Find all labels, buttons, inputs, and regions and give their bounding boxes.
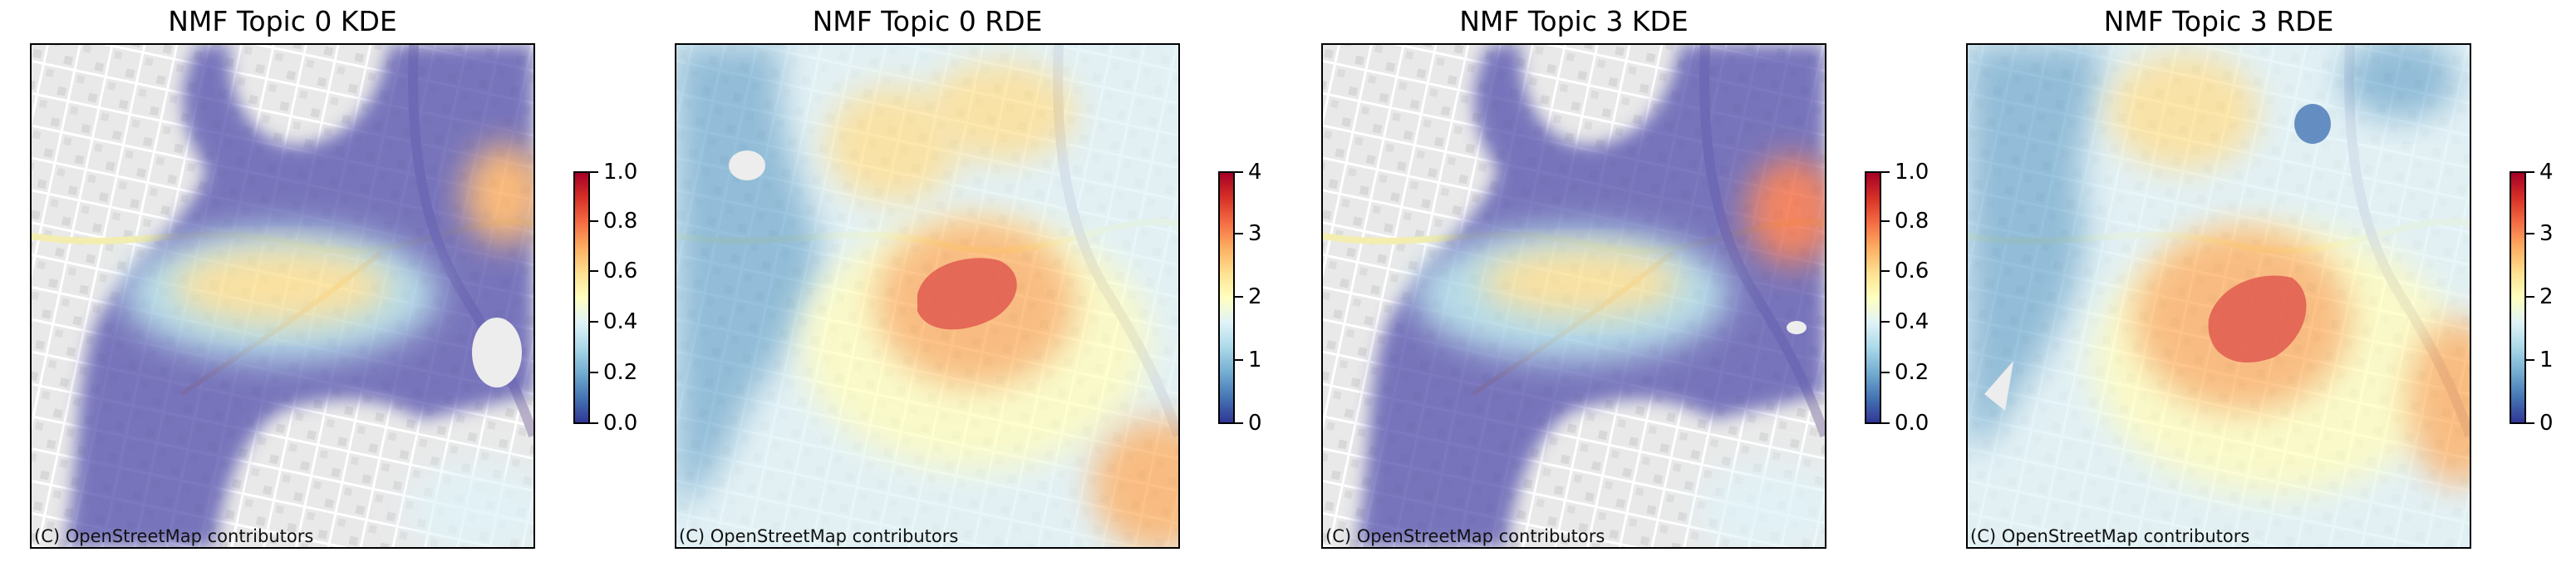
density-low bbox=[676, 45, 821, 510]
panel-title: NMF Topic 3 KDE bbox=[1459, 5, 1689, 37]
density-mid bbox=[826, 86, 959, 203]
colorbar-tick-label: 4 bbox=[2539, 160, 2554, 185]
map-attribution: (C) OpenStreetMap contributors bbox=[34, 526, 314, 546]
density-mid bbox=[926, 62, 1075, 161]
density-mid bbox=[1697, 461, 1825, 547]
colorbar-tick bbox=[2526, 233, 2534, 234]
map-panel-2: NMF Topic 0 RDE (C) OpenStreetMap contri… bbox=[645, 0, 1276, 582]
colorbar-tick-label: 0.2 bbox=[1895, 360, 1930, 385]
colorbar-tick bbox=[1235, 171, 1243, 173]
colorbar-tick bbox=[1881, 422, 1890, 424]
colorbar-tick bbox=[590, 321, 598, 323]
colorbar-tick-label: 0.4 bbox=[1895, 309, 1930, 334]
panel-title: NMF Topic 0 KDE bbox=[168, 5, 397, 37]
density-mid bbox=[406, 461, 533, 547]
colorbar-tick bbox=[2526, 359, 2534, 361]
colorbar-tick-label: 0.8 bbox=[1895, 209, 1930, 234]
colorbar-tick bbox=[1235, 233, 1243, 234]
uncovered-area bbox=[729, 150, 765, 180]
colorbar-tick bbox=[1235, 296, 1243, 298]
density-mid bbox=[2109, 53, 2259, 170]
uncovered-area bbox=[1787, 321, 1807, 334]
colorbar-gradient bbox=[575, 173, 588, 422]
colorbar-tick-label: 1 bbox=[1248, 348, 1262, 372]
density-map[interactable]: (C) OpenStreetMap contributors bbox=[1966, 43, 2471, 549]
density-peak bbox=[2208, 275, 2307, 363]
density-low bbox=[2342, 45, 2458, 120]
density-map[interactable]: (C) OpenStreetMap contributors bbox=[675, 43, 1180, 549]
colorbar-tick bbox=[1881, 270, 1890, 272]
colorbar-tick bbox=[1235, 359, 1243, 361]
map-svg bbox=[1968, 45, 2470, 547]
density-hotspot bbox=[464, 145, 533, 244]
colorbar-tick bbox=[2526, 296, 2534, 298]
colorbar-tick bbox=[590, 270, 598, 272]
density-overlay bbox=[65, 45, 533, 547]
density-map[interactable]: (C) OpenStreetMap contributors bbox=[1321, 43, 1826, 549]
colorbar-tick-label: 1.0 bbox=[603, 160, 638, 185]
density-low bbox=[1968, 45, 2102, 452]
density-high bbox=[173, 249, 389, 323]
colorbar-tick bbox=[1881, 220, 1890, 222]
colorbar-tick-label: 0.0 bbox=[603, 411, 638, 436]
density-low-spot bbox=[2294, 104, 2331, 144]
colorbar-tick bbox=[2526, 171, 2534, 173]
map-panel-1: NMF Topic 0 KDE (C) OpenStreetMap contri… bbox=[0, 0, 637, 582]
colorbar-tick-label: 0.6 bbox=[603, 259, 638, 284]
colorbar-tick-label: 0.4 bbox=[603, 309, 638, 334]
colorbar-tick-label: 0.6 bbox=[1895, 259, 1930, 284]
colorbar-tick bbox=[1881, 321, 1890, 323]
panel-title: NMF Topic 3 RDE bbox=[2103, 5, 2334, 37]
density-overlay bbox=[1968, 45, 2470, 547]
colorbar-tick-label: 3 bbox=[2539, 221, 2554, 246]
map-svg bbox=[1323, 45, 1825, 547]
map-svg bbox=[676, 45, 1178, 547]
colorbar-tick-label: 0 bbox=[1248, 411, 1262, 436]
colorbar-tick bbox=[2526, 422, 2534, 424]
colorbar-tick-label: 0.0 bbox=[1895, 411, 1930, 436]
colorbar-tick-label: 1.0 bbox=[1895, 160, 1930, 185]
colorbar-tick bbox=[590, 220, 598, 222]
colorbar-tick-label: 0.2 bbox=[603, 360, 638, 385]
colorbar-tick bbox=[590, 422, 598, 424]
panel-title: NMF Topic 0 RDE bbox=[812, 5, 1043, 37]
colorbar-tick bbox=[1881, 372, 1890, 373]
density-peak bbox=[917, 258, 1017, 330]
colorbar-tick-label: 3 bbox=[1248, 221, 1262, 246]
map-svg bbox=[32, 45, 533, 547]
map-panel-4: NMF Topic 3 RDE (C) OpenStreetMap contri… bbox=[1936, 0, 2568, 582]
colorbar-gradient bbox=[1866, 173, 1880, 422]
colorbar-gradient bbox=[2511, 173, 2524, 422]
map-attribution: (C) OpenStreetMap contributors bbox=[679, 526, 959, 546]
uncovered-area bbox=[1984, 361, 2013, 411]
colorbar-tick-label: 1 bbox=[2539, 348, 2554, 372]
colorbar-tick-label: 2 bbox=[1248, 284, 1262, 309]
colorbar bbox=[1865, 171, 1881, 424]
colorbar-tick-label: 4 bbox=[1248, 160, 1262, 185]
colorbar-tick-label: 0 bbox=[2539, 411, 2554, 436]
uncovered-area bbox=[472, 318, 522, 387]
colorbar-tick bbox=[590, 372, 598, 373]
colorbar-tick bbox=[1881, 171, 1890, 173]
colorbar-tick-label: 0.8 bbox=[603, 209, 638, 234]
colorbar-tick bbox=[590, 171, 598, 173]
density-high bbox=[1092, 419, 1178, 547]
density-hotspot bbox=[1747, 157, 1825, 265]
colorbar-gradient bbox=[1220, 173, 1233, 422]
colorbar-tick bbox=[1235, 422, 1243, 424]
density-high bbox=[2408, 319, 2470, 486]
map-panel-3: NMF Topic 3 KDE (C) OpenStreetMap contri… bbox=[1291, 0, 1929, 582]
map-attribution: (C) OpenStreetMap contributors bbox=[1970, 526, 2250, 546]
density-map[interactable]: (C) OpenStreetMap contributors bbox=[30, 43, 535, 549]
colorbar bbox=[573, 171, 590, 424]
map-attribution: (C) OpenStreetMap contributors bbox=[1325, 526, 1605, 546]
colorbar-tick-label: 2 bbox=[2539, 284, 2554, 309]
density-high bbox=[1481, 249, 1680, 315]
colorbar bbox=[1218, 171, 1235, 424]
density-overlay bbox=[1356, 45, 1825, 547]
colorbar bbox=[2510, 171, 2526, 424]
